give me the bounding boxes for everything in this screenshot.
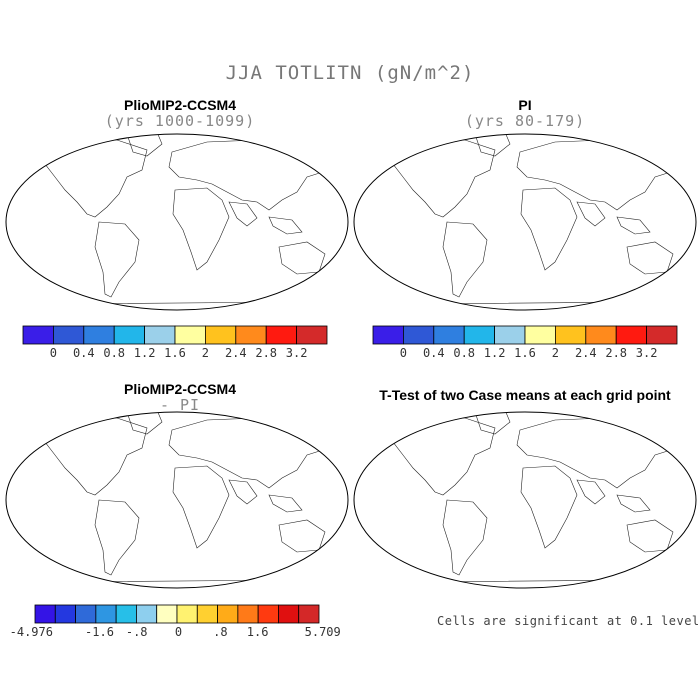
colorbar-swatch: [265, 325, 297, 345]
colorbar-a: [22, 325, 328, 345]
colorbar-swatch: [372, 325, 404, 345]
colorbar-swatch: [494, 325, 526, 345]
map-frame: [5, 411, 349, 589]
colorbar-swatch: [278, 604, 300, 624]
colorbar-tick-label: 2.4: [224, 346, 247, 360]
colorbar-tick-label: 2.4: [574, 346, 597, 360]
coastline: [392, 412, 686, 588]
map-panel-c: [5, 411, 349, 589]
colorbar-tick-label: 0: [399, 346, 408, 360]
colorbar-diff: [34, 604, 320, 624]
colorbar-swatch: [34, 604, 56, 624]
significance-note: Cells are significant at 0.1 level: [437, 614, 700, 628]
colorbar-tick-label: 1.2: [483, 346, 506, 360]
panel-b-subtitle: (yrs 80-179): [464, 112, 586, 130]
colorbar-diff-ticks: -4.976 -1.6 -.8 0 .8 1.6 5.709: [10, 625, 341, 641]
colorbar-swatch: [22, 325, 54, 345]
colorbar-swatch: [144, 325, 176, 345]
colorbar-tick-label: 2: [201, 346, 210, 360]
coastline: [392, 134, 686, 310]
colorbar-swatch: [204, 325, 237, 345]
panel-c-title: PlioMIP2-CCSM4: [123, 381, 236, 397]
colorbar-swatch: [554, 325, 587, 345]
colorbar-tick-label: 0.4: [422, 346, 445, 360]
colorbar-tick-label: 1.2: [133, 346, 156, 360]
panel-a-subtitle: (yrs 1000-1099): [104, 112, 256, 130]
colorbar-tick-label: 1.6: [164, 346, 186, 360]
colorbar-tick-label: 1.6: [246, 625, 269, 639]
colorbar-tick-label: .8: [213, 625, 228, 639]
colorbar-swatch: [95, 604, 117, 624]
colorbar-tick-label: 0.8: [103, 346, 126, 360]
colorbar-tick-label: 2.8: [605, 346, 628, 360]
figure-title: JJA TOTLITN (gN/m^2): [225, 62, 475, 84]
colorbar-swatch: [524, 325, 556, 345]
colorbar-swatch: [217, 604, 239, 624]
colorbar-swatch: [433, 325, 465, 345]
colorbar-tick-label: 5.709: [304, 625, 341, 639]
colorbar-swatch: [402, 325, 435, 345]
map-panel-a: [5, 133, 349, 311]
panel-c-subtitle: - PI: [159, 396, 201, 414]
colorbar-tick-label: 2: [551, 346, 560, 360]
colorbar-a-ticks: 0 0.4 0.8 1.2 1.6 2 2.4 2.8 3.2: [22, 346, 328, 362]
colorbar-swatch: [615, 325, 647, 345]
colorbar-swatch: [298, 604, 320, 624]
coastline: [44, 412, 338, 588]
map-land-cells: [393, 412, 685, 588]
colorbar-tick-label: -1.6: [85, 625, 114, 639]
colorbar-swatch: [174, 325, 206, 345]
colorbar-swatch: [235, 325, 267, 345]
map-frame: [5, 133, 349, 311]
colorbar-swatch: [257, 604, 279, 624]
colorbar-tick-label: 0: [174, 625, 183, 639]
colorbar-swatch: [463, 325, 495, 345]
map-land-cells: [45, 134, 337, 310]
coastline: [44, 134, 338, 310]
colorbar-swatch: [585, 325, 617, 345]
colorbar-tick-label: 0: [49, 346, 58, 360]
colorbar-tick-label: 2.8: [255, 346, 278, 360]
colorbar-swatch: [83, 325, 115, 345]
colorbar-swatch: [176, 604, 198, 624]
colorbar-b-ticks: 0 0.4 0.8 1.2 1.6 2 2.4 2.8 3.2: [372, 346, 678, 362]
colorbar-swatch: [136, 604, 158, 624]
colorbar-tick-label: 3.2: [285, 346, 308, 360]
map-frame: [353, 133, 697, 311]
map-land-cells: [393, 134, 685, 310]
colorbar-b: [372, 325, 678, 345]
colorbar-swatch: [296, 325, 328, 345]
panel-d-title: T-Test of two Case means at each grid po…: [379, 387, 671, 403]
colorbar-swatch: [196, 604, 218, 624]
map-land-cells: [45, 412, 337, 588]
colorbar-swatch: [646, 325, 678, 345]
colorbar-tick-label: 0.4: [72, 346, 95, 360]
panel-b-title: PI: [518, 97, 532, 113]
colorbar-swatch: [237, 604, 259, 624]
map-panel-d: [353, 411, 697, 589]
colorbar-swatch: [54, 604, 76, 624]
map-frame: [353, 411, 697, 589]
colorbar-tick-label: 3.2: [635, 346, 658, 360]
colorbar-swatch: [115, 604, 137, 624]
colorbar-tick-label: -.8: [125, 625, 148, 639]
colorbar-tick-label: -4.976: [9, 625, 53, 639]
map-panel-b: [353, 133, 697, 311]
colorbar-swatch: [52, 325, 85, 345]
colorbar-swatch: [113, 325, 145, 345]
panel-a-title: PlioMIP2-CCSM4: [123, 97, 236, 113]
colorbar-tick-label: 0.8: [453, 346, 476, 360]
colorbar-swatch: [75, 604, 97, 624]
colorbar-swatch: [156, 604, 178, 624]
colorbar-tick-label: 1.6: [514, 346, 536, 360]
